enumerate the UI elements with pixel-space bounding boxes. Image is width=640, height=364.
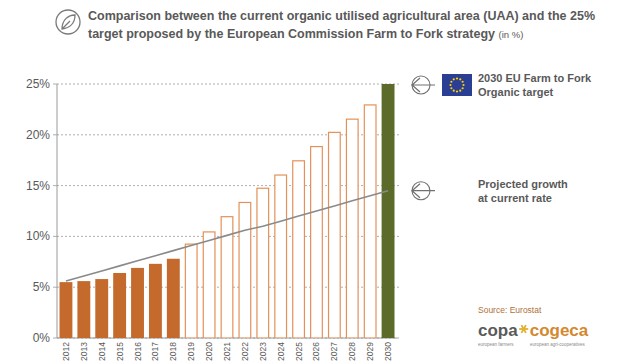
callout-label: 2030 EU Farm to Fork Organic target bbox=[478, 72, 592, 98]
grid bbox=[53, 84, 401, 338]
title-icon bbox=[56, 10, 80, 34]
category-label: 2028 bbox=[347, 342, 357, 361]
category-label: 2014 bbox=[97, 342, 107, 361]
flag-field bbox=[442, 74, 472, 96]
callout-line: Organic target bbox=[478, 86, 554, 98]
eu-flag bbox=[442, 74, 472, 96]
bar bbox=[311, 147, 323, 338]
category-label: 2027 bbox=[329, 342, 339, 361]
bar bbox=[77, 281, 90, 338]
tick-label: 20% bbox=[26, 128, 50, 142]
logo-subtitle: european farmers bbox=[478, 342, 514, 347]
category-label: 2026 bbox=[311, 342, 321, 361]
bar bbox=[293, 161, 305, 338]
category-label: 2017 bbox=[150, 342, 160, 361]
category-label: 2013 bbox=[79, 342, 89, 361]
flag-star bbox=[450, 81, 452, 83]
flag-star bbox=[453, 78, 455, 80]
tick-mark bbox=[53, 287, 57, 288]
tick-mark bbox=[53, 236, 57, 237]
tick-mark bbox=[53, 185, 57, 186]
source: Source: Eurostat bbox=[478, 305, 542, 315]
tick-label: 15% bbox=[26, 179, 50, 193]
bar bbox=[364, 105, 376, 338]
category-label: 2024 bbox=[276, 342, 286, 361]
title-line: target proposed by the European Commissi… bbox=[88, 27, 523, 41]
bar bbox=[382, 84, 395, 338]
tick-label: 25% bbox=[26, 77, 50, 91]
category-label: 2025 bbox=[294, 342, 304, 361]
bar bbox=[131, 268, 144, 338]
logo: copa cogeca bbox=[478, 321, 589, 340]
logo-part: cogeca bbox=[530, 321, 589, 340]
logo-subtitle: european agri-cooperatives bbox=[530, 342, 586, 347]
bar bbox=[113, 273, 126, 338]
callout-arrow bbox=[412, 184, 435, 198]
category-label: 2022 bbox=[240, 342, 250, 361]
category-label: 2016 bbox=[133, 342, 143, 361]
tick-label: 5% bbox=[33, 280, 51, 294]
icon-leaf bbox=[62, 15, 75, 29]
bar bbox=[346, 119, 358, 338]
flower-petal bbox=[524, 325, 526, 329]
flag-star bbox=[462, 81, 464, 83]
category-label: 2012 bbox=[61, 342, 71, 361]
flag-star bbox=[456, 77, 458, 79]
grid-line bbox=[57, 84, 401, 85]
category-label: 2020 bbox=[204, 342, 214, 361]
tick-label: 10% bbox=[26, 229, 50, 243]
category-label: 2019 bbox=[186, 342, 196, 361]
logo-part: copa bbox=[478, 321, 518, 340]
callout-arrow bbox=[412, 78, 435, 92]
callout: Projected growth at current rate bbox=[412, 178, 568, 204]
category-label: 2018 bbox=[168, 342, 178, 361]
tick-mark bbox=[53, 338, 57, 339]
category-label: 2029 bbox=[365, 342, 375, 361]
bar bbox=[149, 264, 162, 338]
category-label: 2023 bbox=[258, 342, 268, 361]
category-label: 2021 bbox=[222, 342, 232, 361]
flag-star bbox=[462, 87, 464, 89]
flag-star bbox=[462, 84, 464, 86]
chart: Comparison between the current organic u… bbox=[0, 0, 640, 364]
flag-star bbox=[456, 90, 458, 92]
tick-label: 0% bbox=[33, 331, 51, 345]
tick-mark bbox=[53, 134, 57, 135]
callout-line: at current rate bbox=[478, 192, 552, 204]
icon-circle bbox=[56, 10, 80, 34]
callout-line: 2030 EU Farm to Fork bbox=[478, 72, 592, 84]
bar bbox=[167, 259, 180, 338]
callout-arrow-ring bbox=[412, 182, 430, 200]
flag-star bbox=[449, 84, 451, 86]
bar bbox=[60, 282, 73, 338]
title-text: target proposed by the European Commissi… bbox=[88, 27, 499, 41]
flag-star bbox=[459, 90, 461, 92]
units-note: (in %) bbox=[499, 29, 524, 40]
bar bbox=[185, 244, 197, 338]
callout-label: Projected growth at current rate bbox=[478, 178, 568, 204]
bar bbox=[203, 232, 215, 338]
bar bbox=[239, 202, 251, 338]
flag-star bbox=[450, 87, 452, 89]
category-label: 2015 bbox=[115, 342, 125, 361]
bar bbox=[257, 188, 269, 338]
tick-mark bbox=[53, 84, 57, 85]
callout: 2030 EU Farm to Fork Organic target bbox=[412, 72, 592, 98]
flag-star bbox=[459, 78, 461, 80]
logo-flower bbox=[519, 325, 528, 333]
callout-line: Projected growth bbox=[478, 178, 568, 190]
category-label: 2030 bbox=[383, 342, 393, 361]
y-axis bbox=[57, 84, 58, 338]
title-line: Comparison between the current organic u… bbox=[88, 9, 595, 23]
projection-line bbox=[66, 191, 388, 281]
bar bbox=[329, 132, 341, 338]
marks bbox=[60, 84, 395, 338]
callout-arrow-ring bbox=[412, 76, 430, 94]
bar bbox=[275, 175, 287, 338]
flag-star bbox=[453, 90, 455, 92]
bar bbox=[95, 279, 108, 338]
